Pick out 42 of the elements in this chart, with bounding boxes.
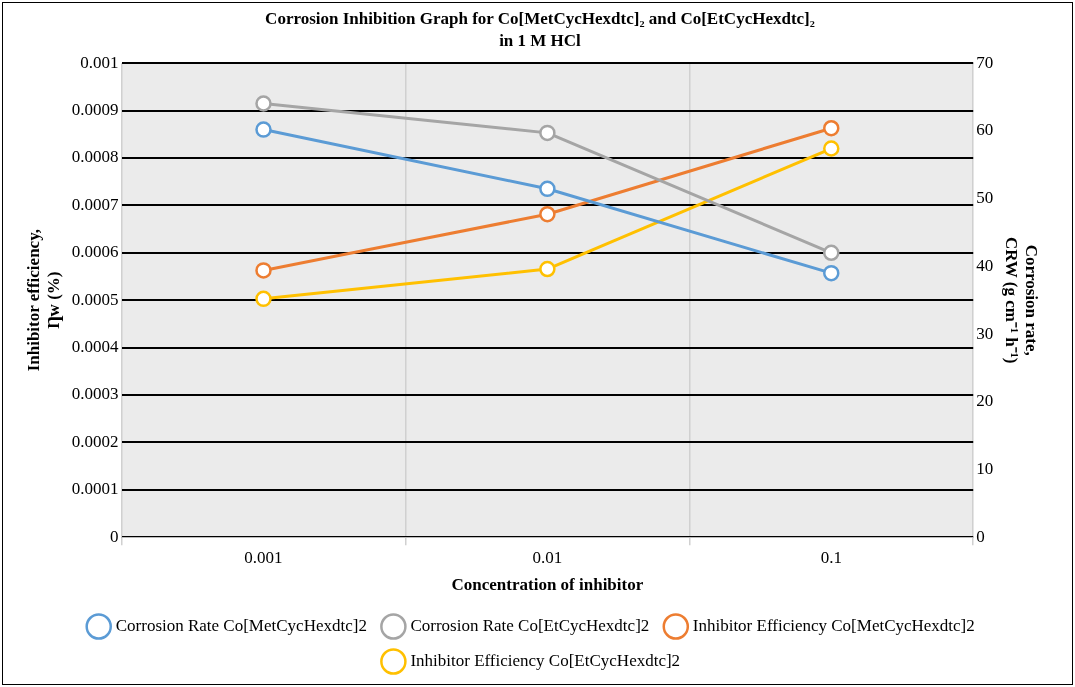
y2-tick-label: 60 [976,120,994,140]
x-tick-label: 0.01 [532,547,563,567]
y-tick-label: 0 [110,526,119,546]
y-tick-label: 0.001 [80,52,119,72]
point [823,140,840,157]
y2-axis-title: Corrosion rate, CRW (g cm⁻¹ h⁻¹) [1002,236,1042,364]
point [539,180,556,198]
legend-label: Corrosion Rate Co[MetCycHexdtc]2 [115,615,367,635]
y-tick-label: 0.0001 [71,479,119,499]
point [255,262,272,279]
x-tick-label: 0.1 [820,547,842,567]
legend-label: Corrosion Rate Co[EtCycHexdtc]2 [410,615,650,635]
point [255,95,272,112]
y-tick-label: 0.0009 [71,100,119,120]
legend-label: Inhibitor Efficiency Co[EtCycHexdtc]2 [410,650,681,670]
y2-tick-label: 70 [976,52,994,72]
y2-tick-label: 50 [976,188,994,208]
y2-tick-label: 30 [976,323,994,343]
legend-label: Inhibitor Efficiency Co[MetCycHexdtc]2 [692,615,975,635]
y2-tick-label: 10 [976,458,994,478]
y2-tick-label: 0 [976,526,985,546]
point [823,119,840,137]
y-tick-label: 0.0005 [71,289,119,309]
y-tick-label: 0.0003 [71,384,119,404]
x-tick-label: 0.001 [244,547,283,567]
point [255,121,272,138]
y-axis-title: Inhibitor efficiency, Ƞw (%) [23,229,63,372]
point [255,290,272,308]
point [539,260,556,278]
y-tick-label: 0.0004 [71,337,120,357]
chart-title: Corrosion Inhibition Graph for Co[MetCycHexdtc]₂ and Co[EtCycHexdtc]₂ in 1 M HCl [264,8,816,52]
point [539,205,556,223]
y2-tick-label: 20 [976,391,994,411]
y-tick-label: 0.0002 [71,431,119,451]
y2-tick-label: 40 [976,255,994,275]
point [823,244,840,262]
x-axis-title: Concentration of inhibitor [451,575,644,595]
y-tick-label: 0.0007 [71,194,120,214]
point [539,124,556,142]
y-tick-label: 0.0008 [71,147,119,167]
y-tick-label: 0.0006 [71,242,119,262]
point [823,264,840,282]
